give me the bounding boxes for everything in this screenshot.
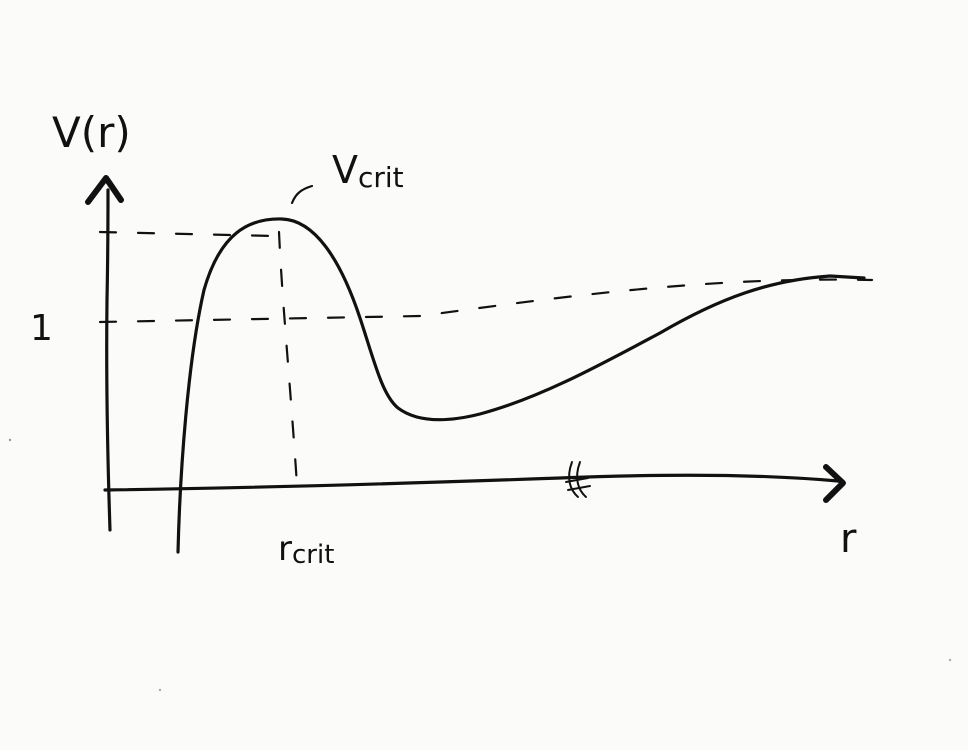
paper-speck: [158, 688, 162, 692]
axis-scribble: [565, 461, 591, 498]
y-axis: [105, 188, 112, 532]
x-axis: [103, 473, 840, 492]
critical-radius-label-main: r: [278, 529, 292, 569]
y-axis-arrowhead-icon: [85, 175, 124, 205]
asymptote-dashed-line: [98, 278, 874, 324]
x-axis-arrowhead-icon: [823, 464, 846, 503]
peak-tilde-mark: [290, 184, 314, 205]
peak-label-subscript: crit: [358, 161, 404, 194]
paper-speck: [948, 658, 952, 662]
peak-label: Vcrit: [332, 148, 404, 194]
paper-speck: [8, 438, 12, 442]
x-axis-label: r: [840, 516, 857, 562]
reference-level-label: 1: [30, 308, 53, 349]
critical-radius-label-subscript: crit: [292, 540, 334, 570]
peak-label-main: V: [332, 148, 358, 192]
critical-radius-label: rcrit: [278, 529, 334, 570]
potential-curve: [176, 217, 866, 554]
rcrit-dashed-line: [277, 230, 299, 487]
y-axis-label: V(r): [52, 108, 131, 157]
vcrit-level-dashed-line: [98, 230, 277, 238]
